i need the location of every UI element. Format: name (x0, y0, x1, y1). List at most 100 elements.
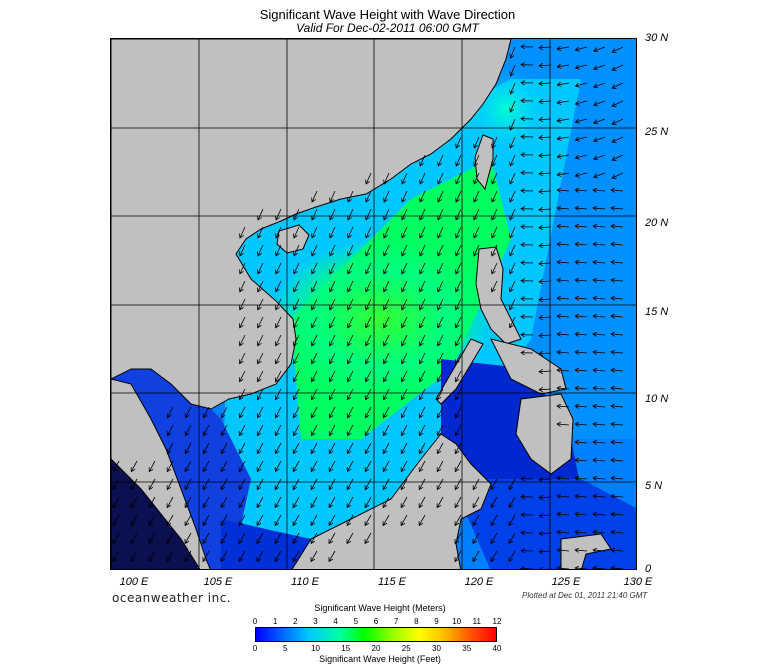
wave-direction-arrow (594, 118, 606, 123)
wave-direction-arrow (293, 496, 300, 508)
wave-direction-arrow (384, 280, 390, 292)
wave-direction-arrow (593, 550, 606, 551)
wave-direction-arrow (593, 262, 606, 263)
wave-direction-arrow (456, 262, 462, 274)
wave-direction-arrow (329, 496, 336, 508)
wave-direction-arrow (438, 388, 444, 400)
wave-direction-arrow (510, 226, 516, 238)
land-palawan (435, 338, 484, 405)
wave-direction-arrow (492, 226, 498, 238)
wave-direction-arrow (557, 334, 570, 335)
wave-direction-arrow (557, 280, 570, 281)
wave-direction-arrow (276, 280, 282, 292)
wave-direction-arrow (167, 478, 174, 490)
wave-direction-arrow (258, 226, 264, 238)
wave-direction-arrow (384, 190, 390, 202)
wave-direction-arrow (593, 532, 606, 533)
wave-direction-arrow (113, 496, 120, 508)
wave-direction-arrow (438, 280, 444, 292)
wave-direction-arrow (456, 136, 462, 148)
wave-direction-arrow (383, 478, 390, 490)
lat-label-20n: 20 N (645, 217, 669, 229)
colorbar-title-feet: Significant Wave Height (Feet) (319, 654, 441, 664)
wave-direction-arrow (311, 532, 318, 543)
wave-direction-arrow (239, 424, 246, 436)
wave-direction-arrow (366, 370, 372, 382)
colorbar-tick-feet: 30 (432, 644, 441, 653)
wave-direction-arrow (611, 460, 624, 461)
wave-direction-arrow (348, 388, 354, 400)
wave-direction-arrow (420, 298, 426, 310)
wave-direction-arrow (491, 514, 498, 525)
wave-direction-arrow (510, 118, 516, 130)
wave-direction-arrow (557, 137, 570, 139)
wave-direction-arrow (557, 190, 570, 191)
wave-direction-arrow (437, 424, 444, 436)
wave-direction-arrow (420, 208, 426, 220)
wave-direction-arrow (492, 208, 498, 220)
wave-direction-arrow (594, 64, 606, 69)
wave-direction-arrow (365, 478, 372, 490)
wave-direction-arrow (539, 173, 552, 174)
wave-direction-arrow (330, 190, 336, 202)
wave-direction-arrow (557, 226, 570, 227)
wave-direction-arrow (509, 532, 516, 543)
colorbar-tick-feet: 25 (401, 644, 411, 653)
wave-direction-arrow (557, 244, 570, 245)
wave-direction-arrow (185, 514, 192, 525)
wave-direction-arrow (575, 442, 588, 443)
wave-direction-arrow (510, 244, 516, 256)
wave-direction-arrow (257, 514, 264, 525)
wave-direction-arrow (366, 262, 372, 274)
wave-direction-arrow (456, 352, 462, 364)
wave-direction-arrow (510, 190, 516, 202)
wave-direction-arrow (611, 316, 624, 317)
wave-direction-arrow (312, 190, 318, 202)
wave-direction-arrow (293, 550, 300, 561)
wave-direction-arrow (167, 496, 174, 508)
wave-direction-arrow (276, 226, 282, 238)
wave-direction-arrow (612, 100, 624, 106)
wave-direction-arrow (492, 244, 498, 256)
wave-direction-arrow (557, 352, 570, 353)
wave-direction-arrow (240, 298, 246, 310)
wave-direction-arrow (575, 514, 588, 515)
wave-direction-arrow (438, 172, 444, 184)
wave-direction-arrow (240, 226, 246, 238)
wave-direction-arrow (593, 568, 606, 569)
land-luzon (475, 246, 522, 345)
wave-direction-arrow (557, 208, 570, 209)
wave-direction-arrow (593, 370, 606, 371)
wave-direction-arrow (293, 460, 300, 472)
wave-direction-arrow (113, 550, 120, 561)
wave-direction-arrow (539, 371, 552, 372)
wave-direction-arrow (539, 299, 552, 300)
wave-direction-arrow (258, 298, 264, 310)
wave-direction-arrow (419, 478, 426, 490)
wave-direction-arrow (575, 334, 588, 335)
wave-direction-arrow (510, 172, 516, 184)
wave-direction-arrow (298, 568, 299, 569)
wave-height-colorbar (255, 627, 497, 642)
wave-direction-arrow (258, 334, 264, 346)
land-mindanao (515, 393, 574, 475)
wave-direction-arrow (257, 424, 264, 436)
wave-direction-arrow (419, 406, 426, 418)
wave-direction-arrow (575, 370, 588, 371)
wave-direction-arrow (244, 568, 245, 569)
wave-direction-arrow (365, 460, 372, 472)
wave-direction-arrow (401, 460, 408, 472)
wave-direction-arrow (491, 478, 498, 490)
wave-direction-arrow (275, 532, 282, 543)
wave-direction-arrow (557, 155, 570, 157)
wave-direction-arrow (402, 226, 408, 238)
wave-direction-arrow (384, 172, 390, 184)
wave-direction-arrow (347, 478, 354, 490)
wave-direction-arrow (557, 65, 570, 67)
wave-direction-arrow (575, 190, 588, 191)
wave-direction-arrow (557, 83, 570, 85)
wave-direction-arrow (294, 352, 300, 364)
wave-direction-arrow (312, 370, 318, 382)
wave-direction-arrow (131, 460, 138, 472)
wave-direction-arrow (384, 226, 390, 238)
